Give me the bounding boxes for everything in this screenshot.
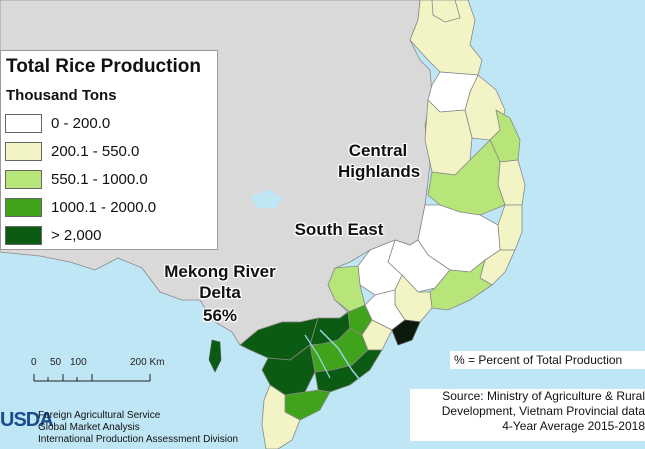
- region-label-mekong-delta: Mekong River Delta: [164, 262, 276, 302]
- source-line-1: Source: Ministry of Agriculture & Rural: [442, 389, 645, 403]
- legend-label: 200.1 - 550.0: [51, 143, 140, 160]
- province-highlands-2: [424, 99, 473, 176]
- usda-credit-lines: Foreign Agricultural Service Global Mark…: [38, 410, 238, 446]
- source-line-3: 4-Year Average 2015-2018: [502, 419, 645, 433]
- legend-label: > 2,000: [51, 227, 102, 244]
- legend-swatch: [5, 142, 42, 161]
- legend-label: 0 - 200.0: [51, 115, 111, 132]
- legend-swatch: [5, 198, 42, 217]
- scale-tick-label: 50: [50, 357, 62, 368]
- usda-credit: USDA Foreign Agricultural Service Global…: [0, 407, 270, 449]
- percent-note: % = Percent of Total Production: [450, 351, 645, 369]
- legend-item: 550.1 - 1000.0: [5, 169, 215, 191]
- province-north-a: [431, 0, 461, 23]
- scale-tick-label: 100: [70, 357, 87, 368]
- usda-line-1: Foreign Agricultural Service: [38, 410, 161, 421]
- map-legend: Total Rice Production Thousand Tons 0 - …: [0, 50, 218, 250]
- legend-label: 1000.1 - 2000.0: [51, 199, 157, 216]
- region-label-central-highlands: Central Highlands: [338, 141, 421, 181]
- scale-bar-graphic: [33, 374, 151, 382]
- phu-quoc-island: [208, 339, 222, 373]
- source-line-2: Development, Vietnam Provincial data: [441, 404, 645, 418]
- legend-title: Total Rice Production: [6, 56, 201, 77]
- legend-label: 550.1 - 1000.0: [51, 171, 148, 188]
- legend-item: 0 - 200.0: [5, 113, 215, 135]
- province-hcmc: [391, 319, 421, 346]
- province-highlands-3: [427, 139, 506, 216]
- province-delta-9: [261, 384, 301, 449]
- legend-swatch: [5, 226, 42, 245]
- usda-logo: USDA: [0, 409, 54, 431]
- source-note: Source: Ministry of Agriculture & Rural …: [410, 389, 645, 441]
- province-southeast-2: [429, 258, 493, 311]
- region-label-south-east: South East: [294, 220, 384, 239]
- scale-bar: 0 50 100 200 Km: [30, 357, 180, 391]
- scale-tick-label: 200 Km: [130, 357, 165, 368]
- mekong-river: [319, 329, 361, 381]
- usda-line-2: Global Market Analysis: [38, 422, 140, 433]
- region-percent-mekong: 56%: [202, 306, 238, 325]
- bassac-river: [304, 334, 331, 379]
- legend-item: 1000.1 - 2000.0: [5, 197, 215, 219]
- scale-tick-label: 0: [31, 357, 37, 368]
- legend-swatch: [5, 114, 42, 133]
- tonle-sap-lake: [250, 190, 282, 208]
- legend-swatch: [5, 170, 42, 189]
- legend-item: > 2,000: [5, 225, 215, 247]
- legend-item: 200.1 - 550.0: [5, 141, 215, 163]
- usda-line-3: International Production Assessment Divi…: [38, 434, 239, 445]
- legend-subtitle: Thousand Tons: [6, 87, 117, 104]
